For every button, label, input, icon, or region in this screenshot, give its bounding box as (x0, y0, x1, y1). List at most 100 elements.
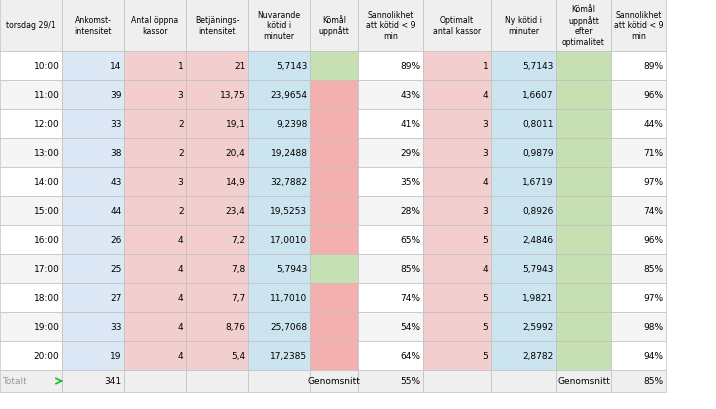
Bar (491, 341, 556, 370)
Bar (423, 81, 491, 110)
Bar (62, 341, 124, 370)
Bar (358, 370, 423, 392)
Text: 14:00: 14:00 (34, 178, 59, 187)
Bar (62, 196, 124, 225)
Bar (62, 139, 124, 168)
Bar (611, 110, 666, 139)
Bar (423, 312, 491, 341)
Bar (0, 81, 62, 110)
Text: 19,2488: 19,2488 (271, 148, 307, 157)
Bar (556, 370, 611, 392)
Text: torsdag 29/1: torsdag 29/1 (6, 21, 56, 30)
Bar (491, 225, 556, 254)
Text: 23,4: 23,4 (226, 207, 246, 216)
Text: 3: 3 (178, 178, 183, 187)
Bar (491, 110, 556, 139)
Bar (491, 0, 556, 52)
Text: 74%: 74% (644, 207, 664, 216)
Bar (310, 168, 358, 196)
Bar (248, 81, 310, 110)
Text: 7,7: 7,7 (231, 293, 246, 302)
Text: Betjänings-
intensitet: Betjänings- intensitet (195, 16, 239, 36)
Bar (358, 283, 423, 312)
Bar (611, 283, 666, 312)
Text: 20:00: 20:00 (34, 351, 59, 360)
Text: 2: 2 (178, 148, 183, 157)
Bar (62, 81, 124, 110)
Text: 1,6719: 1,6719 (522, 178, 553, 187)
Text: Totalt: Totalt (2, 377, 27, 386)
Bar (423, 0, 491, 52)
Bar (556, 196, 611, 225)
Text: 1: 1 (483, 62, 488, 71)
Bar (124, 312, 186, 341)
Bar (186, 139, 248, 168)
Bar (0, 139, 62, 168)
Text: 10:00: 10:00 (34, 62, 59, 71)
Bar (491, 81, 556, 110)
Bar (491, 52, 556, 81)
Bar (310, 254, 358, 283)
Bar (0, 168, 62, 196)
Text: 3: 3 (483, 120, 488, 129)
Text: 19: 19 (110, 351, 122, 360)
Bar (358, 168, 423, 196)
Text: 4: 4 (178, 264, 183, 273)
Bar (611, 196, 666, 225)
Text: 27: 27 (110, 293, 122, 302)
Bar (310, 225, 358, 254)
Bar (0, 196, 62, 225)
Text: 33: 33 (110, 120, 122, 129)
Text: 25: 25 (110, 264, 122, 273)
Bar (491, 196, 556, 225)
Text: 96%: 96% (644, 91, 664, 100)
Bar (556, 139, 611, 168)
Bar (556, 283, 611, 312)
Text: 5,7143: 5,7143 (276, 62, 307, 71)
Text: 4: 4 (178, 293, 183, 302)
Text: 2: 2 (178, 207, 183, 216)
Text: 28%: 28% (400, 207, 420, 216)
Text: 54%: 54% (400, 322, 420, 331)
Text: 1,9821: 1,9821 (522, 293, 553, 302)
Text: 7,2: 7,2 (231, 236, 246, 245)
Bar (62, 254, 124, 283)
Bar (124, 168, 186, 196)
Text: Nuvarande
kötid i
minuter: Nuvarande kötid i minuter (258, 11, 301, 41)
Text: 11:00: 11:00 (34, 91, 59, 100)
Bar (248, 341, 310, 370)
Bar (556, 168, 611, 196)
Bar (248, 283, 310, 312)
Text: 43%: 43% (400, 91, 420, 100)
Bar (248, 312, 310, 341)
Text: 14,9: 14,9 (226, 178, 246, 187)
Bar (124, 0, 186, 52)
Bar (186, 225, 248, 254)
Text: 20,4: 20,4 (226, 148, 246, 157)
Text: 17:00: 17:00 (34, 264, 59, 273)
Text: 15:00: 15:00 (34, 207, 59, 216)
Bar (423, 168, 491, 196)
Text: 44%: 44% (644, 120, 664, 129)
Bar (358, 52, 423, 81)
Text: 85%: 85% (400, 264, 420, 273)
Text: 19,1: 19,1 (226, 120, 246, 129)
Text: 0,8926: 0,8926 (522, 207, 553, 216)
Bar (124, 81, 186, 110)
Bar (556, 341, 611, 370)
Text: 74%: 74% (400, 293, 420, 302)
Bar (358, 254, 423, 283)
Text: 2: 2 (178, 120, 183, 129)
Bar (611, 254, 666, 283)
Bar (186, 312, 248, 341)
Text: 5,7143: 5,7143 (522, 62, 553, 71)
Bar (358, 341, 423, 370)
Bar (62, 168, 124, 196)
Bar (0, 0, 62, 52)
Text: 43: 43 (110, 178, 122, 187)
Bar (556, 312, 611, 341)
Text: Optimalt
antal kassor: Optimalt antal kassor (433, 16, 481, 36)
Bar (62, 52, 124, 81)
Bar (248, 139, 310, 168)
Text: 96%: 96% (644, 236, 664, 245)
